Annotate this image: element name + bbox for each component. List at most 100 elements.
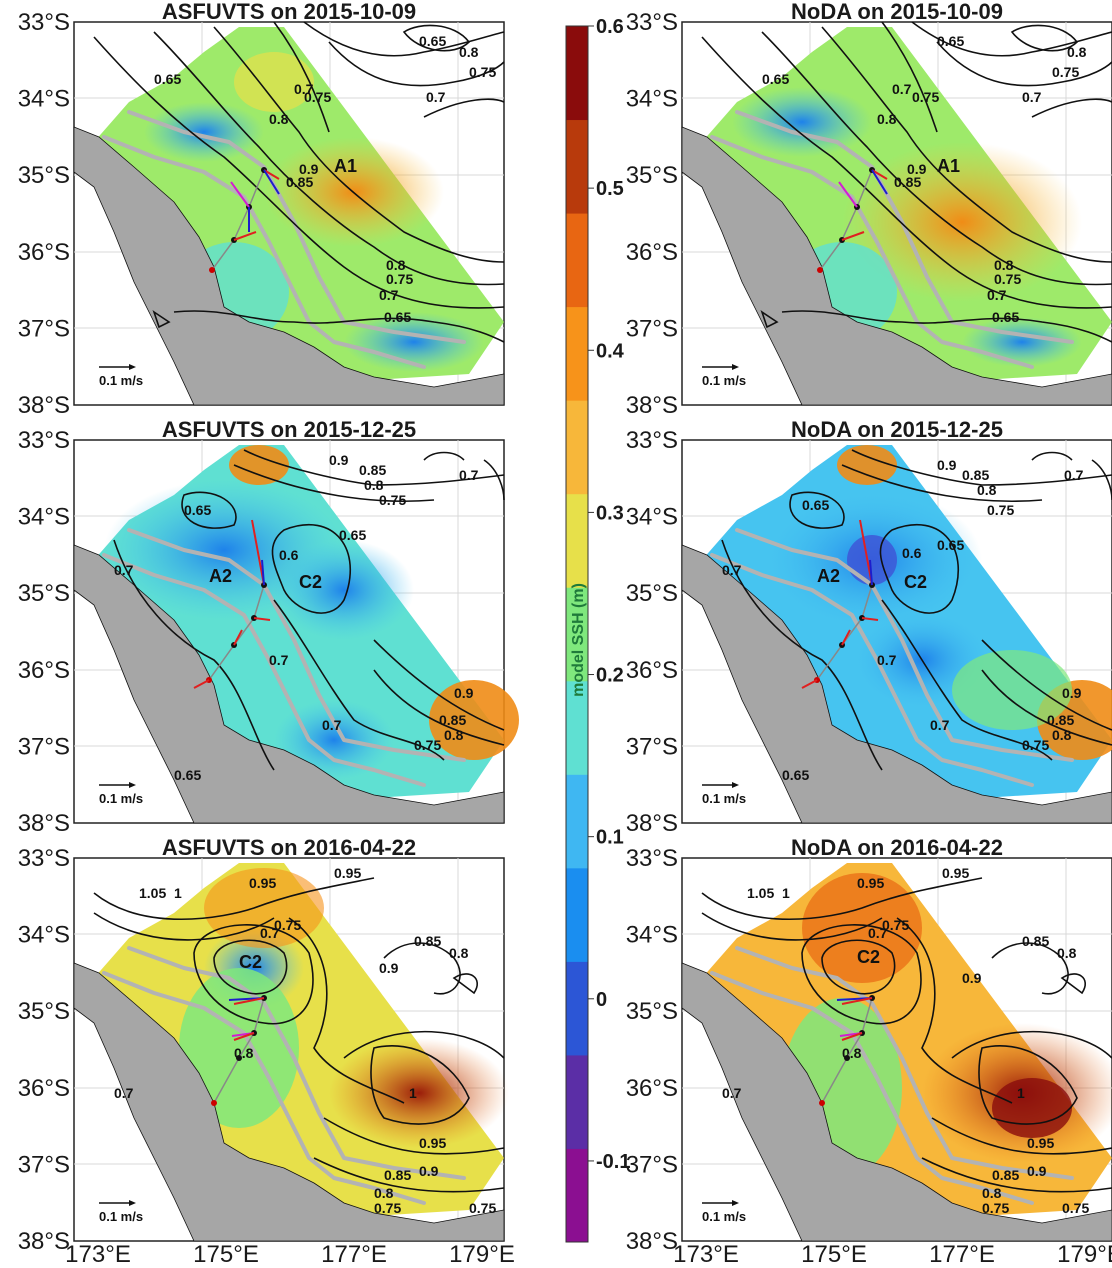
velocity-scale: 0.1 m/s [702, 364, 746, 388]
colorbar-segment [566, 119, 588, 214]
scale-label: 0.1 m/s [99, 1209, 143, 1224]
colorbar-segment [566, 213, 588, 308]
contour-label: 0.75 [374, 1200, 401, 1216]
panel-title: ASFUVTS on 2015-10-09 [162, 0, 416, 24]
contour-label: 0.75 [469, 64, 496, 80]
observation-arrows [193, 519, 271, 689]
contour-label: 1.05 [139, 885, 166, 901]
contour-label: 0.9 [329, 452, 349, 468]
contour-label: 0.8 [977, 482, 997, 498]
contour-label: 0.9 [907, 161, 927, 177]
contour-label: 0.65 [762, 71, 789, 87]
contour-label: 0.85 [1022, 933, 1049, 949]
ssh-contours [93, 21, 505, 343]
contour-label: 0.8 [459, 44, 479, 60]
contour-label: 0.6 [902, 545, 922, 561]
contour-labels: 0.7 0.7 0.75 0.75 0.75 0.8 0.8 0.8 0.85 … [114, 865, 496, 1216]
colorbar-frame [565, 25, 589, 1243]
land [681, 126, 1112, 406]
y-axis-left: 33°S 34°S 35°S 36°S 37°S 38°S 33°S 34°S 35°S 36°S… [18, 9, 70, 1255]
colorbar-segments [566, 26, 588, 1243]
x-axis-left: 173°E 175°E 177°E 179°E [65, 1241, 515, 1268]
scale-label: 0.1 m/s [702, 1209, 746, 1224]
contour-label: 0.95 [249, 875, 276, 891]
observation-arrows [209, 167, 280, 273]
land [681, 962, 1112, 1242]
y-tick-label: 33°S [626, 427, 678, 454]
contour-label: 0.65 [184, 502, 211, 518]
y-tick-label: 34°S [626, 504, 678, 531]
colorbar-tick-label: -0.1 [596, 1151, 630, 1173]
x-tick-label: 177°E [929, 1241, 995, 1268]
colorbar-segment [566, 1148, 588, 1243]
contour-label: 0.9 [1027, 1163, 1047, 1179]
contour-label: 0.75 [274, 917, 301, 933]
contour-label: 0.8 [1052, 727, 1072, 743]
observation-arrows [817, 167, 888, 273]
y-tick-label: 36°S [626, 1075, 678, 1102]
contour-label: 0.7 [722, 562, 742, 578]
contour-label: 0.95 [1027, 1135, 1054, 1151]
y-tick-label: 37°S [18, 315, 70, 342]
colorbar: 0.6 0.5 0.4 0.3 0.2 0.1 0 -0.1 model SSH (m) [565, 16, 630, 1243]
x-axis-right: 173°E 175°E 177°E 179°E [673, 1241, 1112, 1268]
land [73, 962, 505, 1242]
y-tick-label: 36°S [626, 239, 678, 266]
velocity-scale: 0.1 m/s [99, 1200, 143, 1224]
contour-label: 0.7 [868, 925, 888, 941]
y-tick-label: 38°S [18, 810, 70, 837]
contour-label: 0.85 [286, 174, 313, 190]
colorbar-segment [566, 867, 588, 962]
contour-label: 0.9 [962, 970, 982, 986]
y-tick-label: 35°S [18, 580, 70, 607]
feature-label: C2 [299, 572, 322, 592]
y-tick-label: 38°S [18, 1228, 70, 1255]
y-tick-label: 33°S [18, 9, 70, 36]
colorbar-tick-label: 0.6 [596, 16, 624, 38]
y-tick-label: 34°S [626, 922, 678, 949]
panel-asfuvts-2015-10-09: 0.65 0.65 0.65 0.7 0.7 0.7 0.75 0.75 0.7… [73, 0, 505, 406]
x-tick-label: 173°E [673, 1241, 739, 1268]
contour-label: 0.85 [894, 174, 921, 190]
ssh-field [94, 445, 519, 810]
velocity-scale: 0.1 m/s [99, 364, 143, 388]
panel-asfuvts-2015-12-25: 0.6 0.65 0.65 0.65 0.7 0.7 0.7 0.7 0.75 … [73, 417, 519, 824]
isobaths [102, 946, 466, 1205]
contour-label: 0.75 [304, 89, 331, 105]
contour-label: 0.9 [937, 457, 957, 473]
scale-label: 0.1 m/s [702, 373, 746, 388]
contour-label: 0.9 [454, 685, 474, 701]
contour-label: 0.8 [449, 945, 469, 961]
feature-label: A1 [937, 156, 960, 176]
contour-labels: 0.6 0.65 0.65 0.65 0.7 0.7 0.7 0.7 0.75 … [114, 452, 479, 783]
contour-label: 0.7 [1064, 467, 1084, 483]
contour-label: 0.95 [419, 1135, 446, 1151]
contour-label: 0.7 [877, 652, 897, 668]
scale-label: 0.1 m/s [702, 791, 746, 806]
contour-labels: 0.65 0.65 0.65 0.7 0.7 0.7 0.75 0.75 0.7… [154, 33, 496, 325]
ssh-contours [721, 449, 1112, 771]
y-tick-label: 37°S [18, 733, 70, 760]
scale-label: 0.1 m/s [99, 373, 143, 388]
y-tick-label: 34°S [626, 86, 678, 113]
panel-title: NoDA on 2016-04-22 [791, 835, 1003, 860]
contour-label: 0.7 [114, 562, 134, 578]
land [73, 126, 505, 406]
contour-label: 0.9 [299, 161, 319, 177]
contour-label: 0.7 [269, 652, 289, 668]
panel-title: ASFUVTS on 2016-04-22 [162, 835, 416, 860]
contour-label: 0.8 [444, 727, 464, 743]
ssh-contours [93, 877, 505, 1193]
contour-label: 1.05 [747, 885, 774, 901]
contour-label: 0.75 [386, 271, 413, 287]
contour-label: 0.85 [414, 933, 441, 949]
x-tick-label: 177°E [321, 1241, 387, 1268]
contour-label: 0.85 [439, 712, 466, 728]
contour-labels: 0.65 0.65 0.65 0.7 0.7 0.7 0.75 0.75 0.7… [762, 33, 1087, 325]
colorbar-segment [566, 961, 588, 1056]
y-tick-label: 33°S [18, 845, 70, 872]
feature-label: A1 [334, 156, 357, 176]
contour-label: 0.75 [1052, 64, 1079, 80]
y-tick-label: 34°S [18, 504, 70, 531]
x-tick-label: 175°E [193, 1241, 259, 1268]
